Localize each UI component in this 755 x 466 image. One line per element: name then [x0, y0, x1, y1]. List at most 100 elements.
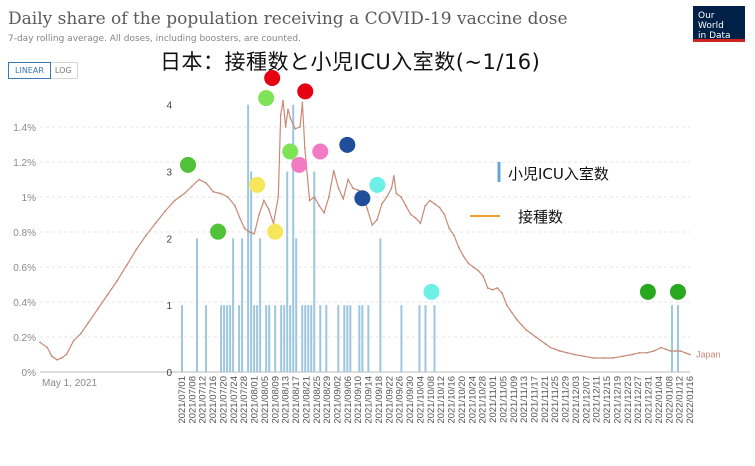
vaccination-point	[116, 280, 118, 282]
marker-dot	[423, 283, 440, 300]
icu-bar	[232, 238, 235, 372]
vaccination-point	[482, 274, 484, 277]
log-button[interactable]: LOG	[54, 66, 72, 75]
icu-bar	[367, 305, 370, 372]
vaccination-point	[289, 117, 292, 120]
vaccination-point	[405, 204, 407, 207]
legend-label-icu: 小児ICU入室数	[508, 165, 609, 183]
vaccination-point	[660, 346, 663, 349]
vaccination-point	[684, 351, 687, 354]
marker-dot	[180, 156, 197, 173]
x-category-label: 2022/01/04	[654, 376, 665, 424]
vaccination-point	[301, 101, 304, 104]
x-category-label: 2021/11/01	[488, 376, 499, 423]
vaccination-point	[554, 348, 557, 351]
icu-bar	[676, 305, 679, 372]
vaccination-point	[219, 192, 222, 195]
legend-label-vaccine: 接種数	[518, 208, 563, 226]
vaccination-point	[376, 218, 378, 221]
vaccination-point	[390, 187, 393, 190]
vaccination-point	[303, 147, 306, 149]
vaccination-point	[243, 227, 246, 230]
vaccination-point	[424, 204, 427, 207]
vaccination-point	[491, 288, 494, 291]
vaccination-point	[262, 199, 265, 202]
vaccination-point	[535, 336, 537, 338]
vaccination-point	[337, 187, 340, 190]
vaccination-point	[638, 351, 641, 354]
x-category-label: 2021/07/28	[239, 376, 250, 424]
x-category-label: 2021/08/25	[312, 376, 323, 424]
icu-y-tick-label: 1	[166, 301, 172, 312]
vaccination-point	[689, 353, 691, 356]
marker-dot	[312, 143, 329, 160]
series-label: Japan	[696, 350, 721, 360]
x-category-label: 2021/12/23	[623, 376, 634, 424]
icu-bar	[205, 305, 208, 372]
icu-bar	[418, 305, 421, 372]
vaccination-point	[72, 339, 75, 342]
vaccination-point	[154, 222, 157, 225]
vaccination-point	[125, 264, 128, 267]
y-tick-label: 1%	[22, 193, 37, 204]
x-category-label: 2021/12/27	[633, 376, 644, 424]
vaccination-point	[467, 262, 470, 265]
vaccination-point	[385, 196, 388, 198]
vaccination-point	[443, 213, 446, 216]
x-category-label: 2021/10/04	[415, 376, 426, 424]
x-category-label: 2021/11/13	[519, 376, 530, 423]
vaccination-point	[438, 206, 441, 209]
icu-bar	[349, 305, 352, 372]
x-category-label: 2021/07/16	[208, 376, 219, 424]
icu-bar	[292, 104, 295, 373]
linear-button[interactable]: LINEAR	[8, 62, 51, 79]
icu-bar	[289, 305, 292, 372]
vaccination-point	[197, 178, 200, 181]
vaccination-point	[472, 266, 475, 268]
vaccination-point	[55, 358, 58, 361]
icu-bar	[310, 305, 313, 372]
vaccination-point	[477, 269, 480, 272]
vaccination-point	[352, 187, 354, 190]
x-category-label: 2021/08/05	[260, 376, 271, 424]
marker-dot	[339, 136, 356, 153]
x-category-label: 2022/01/08	[664, 376, 675, 424]
x-category-label: 2021/07/20	[218, 376, 229, 424]
icu-bar	[181, 305, 183, 372]
x-category-label: 2021/09/06	[343, 376, 354, 424]
icu-bar	[337, 305, 340, 372]
icu-bar	[670, 305, 673, 372]
vaccination-point	[234, 204, 236, 207]
icu-bar	[247, 104, 250, 373]
vaccination-point	[96, 308, 99, 310]
vaccination-point	[356, 189, 359, 191]
x-category-label: 2022/01/12	[675, 376, 686, 424]
icu-bar	[196, 238, 199, 372]
icu-bar	[238, 305, 241, 372]
vaccination-point	[392, 175, 395, 177]
vaccination-point	[674, 350, 677, 352]
icu-bar	[304, 305, 307, 372]
owid-logo[interactable]: Our World in Data	[693, 6, 745, 42]
icu-bar	[361, 305, 364, 372]
vaccination-point	[566, 351, 569, 354]
icu-bar	[274, 305, 277, 372]
vaccination-point	[342, 197, 345, 200]
x-category-label: 2021/12/15	[602, 376, 613, 424]
x-category-label: 2021/08/01	[250, 376, 261, 424]
chart-title: Daily share of the population receiving …	[8, 9, 568, 29]
x-category-label: 2021/12/11	[592, 376, 603, 423]
vaccination-point	[544, 343, 547, 345]
vaccination-point	[539, 339, 542, 342]
icu-bar	[283, 305, 286, 372]
vaccination-point	[429, 199, 431, 202]
logo-line-2: in Data	[698, 31, 731, 41]
x-category-label: 2021/07/08	[187, 376, 198, 424]
marker-dot	[282, 143, 299, 160]
vaccination-point	[65, 353, 68, 356]
vaccination-point	[205, 182, 208, 184]
marker-dot	[258, 90, 275, 107]
vaccination-point	[238, 217, 241, 219]
icu-bar	[259, 238, 262, 372]
y-tick-label: 1.4%	[13, 123, 36, 134]
